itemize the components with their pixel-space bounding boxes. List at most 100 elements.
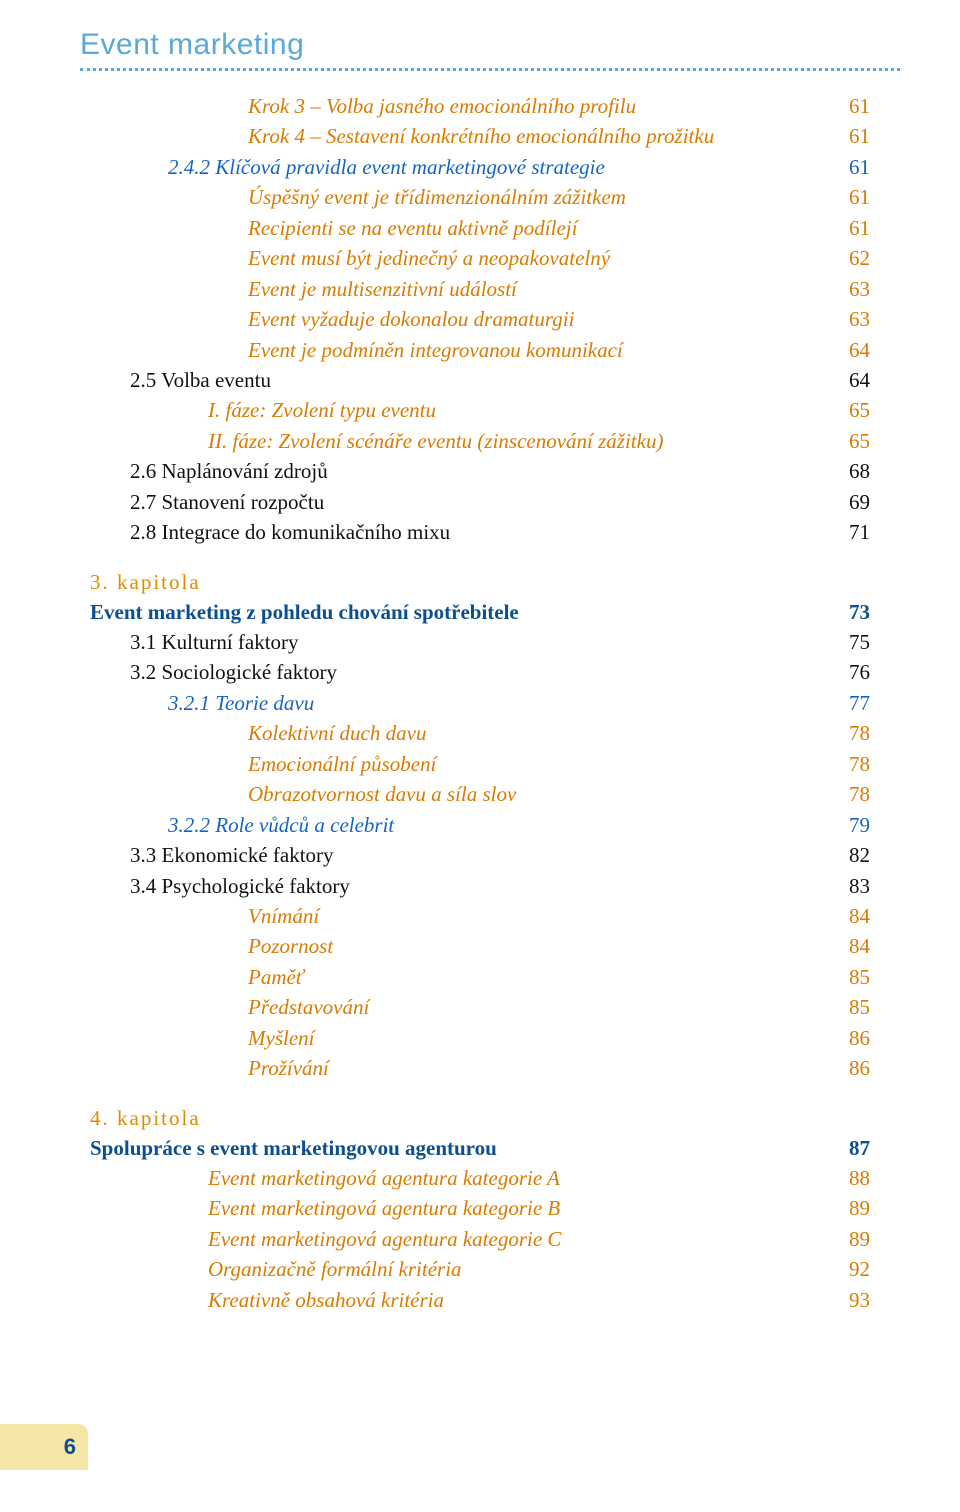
- toc-row: 3.2.1 Teorie davu 77: [90, 688, 870, 718]
- toc-row: 2.7 Stanovení rozpočtu 69: [90, 487, 870, 517]
- toc-label: Kreativně obsahová kritéria: [90, 1285, 444, 1315]
- toc-row: 3.1 Kulturní faktory 75: [90, 627, 870, 657]
- toc-row: 2.5 Volba eventu 64: [90, 365, 870, 395]
- toc-row: Obrazotvornost davu a síla slov78: [90, 779, 870, 809]
- toc-label: Spolupráce s event marketingovou agentur…: [90, 1133, 497, 1163]
- toc-row: Event je multisenzitivní událostí 63: [90, 274, 870, 304]
- toc-row: 3.3 Ekonomické faktory 82: [90, 840, 870, 870]
- toc-page-number: 69: [838, 487, 870, 517]
- page-header: Event marketing: [0, 0, 960, 68]
- toc-row: 2.8 Integrace do komunikačního mixu 71: [90, 517, 870, 547]
- toc-page-number: 92: [838, 1254, 870, 1284]
- toc-page-number: 61: [838, 91, 870, 121]
- toc-page-number: 61: [838, 182, 870, 212]
- toc-row: 2.4.2 Klíčová pravidla event marketingov…: [90, 152, 870, 182]
- toc-page-number: 85: [838, 962, 870, 992]
- toc-page-number: 84: [838, 901, 870, 931]
- toc-page-number: 75: [838, 627, 870, 657]
- toc-row: I. fáze: Zvolení typu eventu 65: [90, 395, 870, 425]
- toc-label: 2.7 Stanovení rozpočtu: [90, 487, 324, 517]
- toc-page-number: 63: [838, 274, 870, 304]
- toc-row: 3.2 Sociologické faktory76: [90, 657, 870, 687]
- toc-row: Krok 3 – Volba jasného emocionálního pro…: [90, 91, 870, 121]
- toc-label: 3.2.2 Role vůdců a celebrit: [90, 810, 394, 840]
- toc-row: Event vyžaduje dokonalou dramaturgii 63: [90, 304, 870, 334]
- toc-page-number: 78: [838, 749, 870, 779]
- toc-label: 3.1 Kulturní faktory: [90, 627, 299, 657]
- toc-row: Event musí být jedinečný a neopakovateln…: [90, 243, 870, 273]
- toc-row: Myšlení86: [90, 1023, 870, 1053]
- toc-label: 2.8 Integrace do komunikačního mixu: [90, 517, 450, 547]
- toc-row: Vnímání84: [90, 901, 870, 931]
- toc-page-number: 82: [838, 840, 870, 870]
- toc-label: 3.4 Psychologické faktory: [90, 871, 350, 901]
- toc-page-number: 78: [838, 718, 870, 748]
- toc-page-number: 88: [838, 1163, 870, 1193]
- toc-label: Pozornost: [90, 931, 333, 961]
- toc-label: II. fáze: Zvolení scénáře eventu (zinsce…: [90, 426, 663, 456]
- toc-row: Spolupráce s event marketingovou agentur…: [90, 1133, 870, 1163]
- toc-row: Event marketingová agentura kategorie C8…: [90, 1224, 870, 1254]
- chapter-label: 4. kapitola: [90, 1106, 870, 1131]
- toc-row: Event marketingová agentura kategorie A 8…: [90, 1163, 870, 1193]
- toc-row: Kolektivní duch davu 78: [90, 718, 870, 748]
- toc-page-number: 73: [838, 597, 870, 627]
- toc-page-number: 83: [838, 871, 870, 901]
- toc-page-number: 86: [838, 1023, 870, 1053]
- toc-label: I. fáze: Zvolení typu eventu: [90, 395, 436, 425]
- toc-page-number: 71: [838, 517, 870, 547]
- toc-page-number: 62: [838, 243, 870, 273]
- toc-page-number: 61: [838, 213, 870, 243]
- toc-page-number: 86: [838, 1053, 870, 1083]
- toc-page-number: 84: [838, 931, 870, 961]
- toc-row: Paměť85: [90, 962, 870, 992]
- toc-row: Event marketingová agentura kategorie B8…: [90, 1193, 870, 1223]
- page-number: 6: [64, 1434, 76, 1460]
- toc-row: Krok 4 – Sestavení konkrétního emocionál…: [90, 121, 870, 151]
- toc-page-number: 93: [838, 1285, 870, 1315]
- toc-row: Prožívání86: [90, 1053, 870, 1083]
- toc-label: Obrazotvornost davu a síla slov: [90, 779, 516, 809]
- toc-row: Recipienti se na eventu aktivně podílejí…: [90, 213, 870, 243]
- toc-row: Event je podmíněn integrovanou komunikac…: [90, 335, 870, 365]
- toc-row: II. fáze: Zvolení scénáře eventu (zinsce…: [90, 426, 870, 456]
- toc-row: 3.4 Psychologické faktory 83: [90, 871, 870, 901]
- toc-page-number: 76: [838, 657, 870, 687]
- toc-container: Krok 3 – Volba jasného emocionálního pro…: [0, 71, 960, 1315]
- page-number-tab: 6: [0, 1424, 88, 1470]
- toc-page-number: 89: [838, 1224, 870, 1254]
- toc-label: 3.2.1 Teorie davu: [90, 688, 314, 718]
- toc-label: Úspěšný event je třídimenzionálním zážit…: [90, 182, 626, 212]
- toc-page-number: 77: [838, 688, 870, 718]
- toc-label: 2.6 Naplánování zdrojů: [90, 456, 328, 486]
- toc-row: 2.6 Naplánování zdrojů 68: [90, 456, 870, 486]
- toc-page-number: 68: [838, 456, 870, 486]
- toc-label: 3.3 Ekonomické faktory: [90, 840, 334, 870]
- toc-label: Event marketingová agentura kategorie A: [90, 1163, 560, 1193]
- toc-row: Pozornost 84: [90, 931, 870, 961]
- toc-label: Krok 3 – Volba jasného emocionálního pro…: [90, 91, 636, 121]
- toc-label: Kolektivní duch davu: [90, 718, 426, 748]
- toc-page-number: 64: [838, 365, 870, 395]
- toc-page-number: 64: [838, 335, 870, 365]
- toc-label: Představování: [90, 992, 369, 1022]
- toc-row: Event marketing z pohledu chování spotře…: [90, 597, 870, 627]
- toc-page-number: 61: [838, 152, 870, 182]
- toc-row: 3.2.2 Role vůdců a celebrit 79: [90, 810, 870, 840]
- toc-row: Organizačně formální kritéria92: [90, 1254, 870, 1284]
- toc-label: 2.5 Volba eventu: [90, 365, 271, 395]
- toc-page-number: 79: [838, 810, 870, 840]
- toc-label: Krok 4 – Sestavení konkrétního emocionál…: [90, 121, 714, 151]
- chapter-label: 3. kapitola: [90, 570, 870, 595]
- toc-label: Event je multisenzitivní událostí: [90, 274, 517, 304]
- toc-page-number: 87: [838, 1133, 870, 1163]
- toc-page-number: 65: [838, 426, 870, 456]
- toc-label: Event vyžaduje dokonalou dramaturgii: [90, 304, 574, 334]
- toc-label: Event marketing z pohledu chování spotře…: [90, 597, 519, 627]
- toc-page-number: 65: [838, 395, 870, 425]
- toc-page-number: 63: [838, 304, 870, 334]
- toc-page-number: 61: [838, 121, 870, 151]
- toc-row: Představování85: [90, 992, 870, 1022]
- toc-row: Emocionální působení78: [90, 749, 870, 779]
- toc-row: Úspěšný event je třídimenzionálním zážit…: [90, 182, 870, 212]
